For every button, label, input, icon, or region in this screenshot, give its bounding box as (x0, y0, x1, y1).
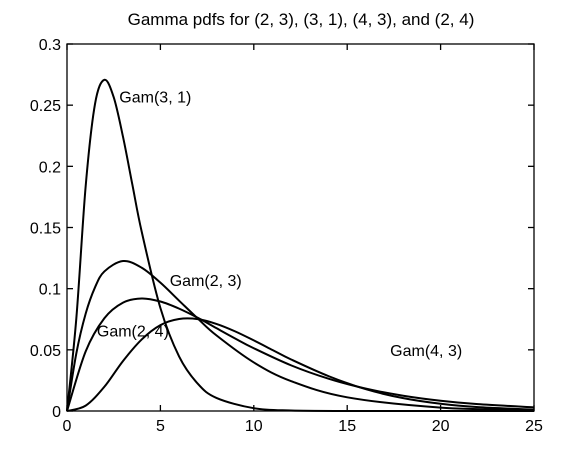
series-line-gam-2-3 (66, 259, 535, 412)
curve-annotation: Gam(2, 4) (97, 323, 169, 340)
x-tick-label: 20 (432, 418, 450, 435)
x-tick-label: 0 (63, 418, 72, 435)
y-tick-label: 0.1 (39, 282, 61, 299)
y-tick-label: 0.2 (39, 159, 61, 176)
curve-annotation: Gam(3, 1) (119, 90, 191, 107)
series-line-gam-4-3 (66, 317, 535, 412)
x-tick-label: 15 (338, 418, 356, 435)
chart-title: Gamma pdfs for (2, 3), (3, 1), (4, 3), a… (128, 10, 475, 29)
y-tick-label: 0 (52, 404, 61, 421)
series-line-gam-2-4 (66, 297, 535, 412)
y-tick-label: 0.3 (39, 37, 61, 54)
y-tick-label: 0.05 (30, 343, 61, 360)
curve-annotation: Gam(2, 3) (170, 273, 242, 290)
axis-tick-labels: 0 5 10 15 20 25 0 0.05 0.1 0.15 0.2 0.25 0.3 (30, 37, 543, 435)
curves (66, 78, 535, 413)
x-tick-label: 25 (525, 418, 543, 435)
curve-annotation: Gam(4, 3) (390, 343, 462, 360)
series-line-gam-3-1 (66, 78, 534, 413)
y-tick-label: 0.15 (30, 221, 61, 238)
x-tick-label: 5 (156, 418, 165, 435)
y-tick-label: 0.25 (30, 98, 61, 115)
curve-annotations: Gam(3, 1) Gam(2, 3) Gam(2, 4) Gam(4, 3) (97, 90, 462, 360)
x-tick-label: 10 (245, 418, 263, 435)
